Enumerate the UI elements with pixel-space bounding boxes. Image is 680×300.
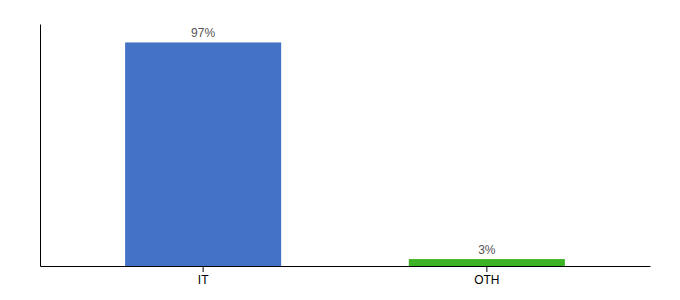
- data-label: 97%: [191, 26, 215, 40]
- bar: [125, 42, 281, 266]
- x-tick: OTH: [474, 266, 499, 287]
- x-tick-label: IT: [198, 273, 209, 287]
- bar: [409, 259, 565, 266]
- x-axis: IT OTH: [41, 266, 651, 287]
- data-labels: 97% 3%: [191, 26, 496, 257]
- plot-area: IT OTH 97% 3%: [41, 25, 651, 287]
- y-axis: [40, 25, 41, 267]
- chart-svg: IT OTH 97% 3%: [0, 0, 680, 300]
- chart-container: IT OTH 97% 3%: [0, 0, 680, 300]
- x-tick-label: OTH: [474, 273, 499, 287]
- x-tick: IT: [198, 266, 209, 287]
- bars: [125, 42, 565, 266]
- x-axis-line: [41, 266, 651, 267]
- x-tick-mark: [486, 266, 487, 272]
- x-tick-mark: [203, 266, 204, 272]
- data-label: 3%: [478, 243, 496, 257]
- y-axis-line: [40, 25, 41, 267]
